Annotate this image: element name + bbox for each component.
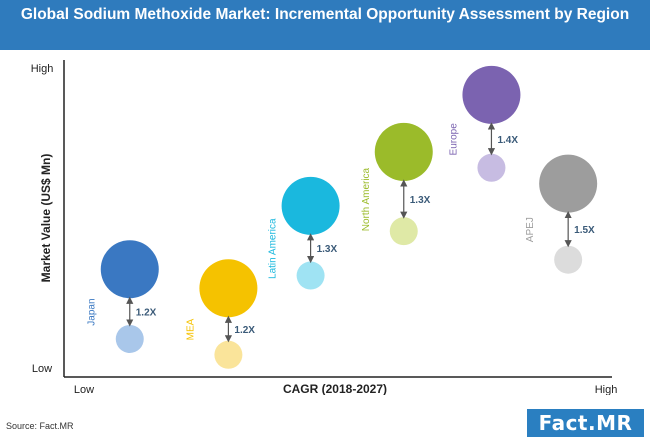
region-label-europe: Europe — [448, 123, 459, 156]
bubble-future-japan — [115, 324, 144, 353]
multiplier-label-mea: 1.2X — [234, 325, 255, 336]
bubble-current-latin-america — [281, 176, 340, 235]
bubble-current-apej — [539, 154, 598, 213]
y-tick-high: High — [31, 63, 54, 75]
bubble-future-apej — [554, 245, 583, 274]
y-axis-label: Market Value (US$ Mn) — [39, 154, 53, 283]
bubble-current-japan — [100, 240, 159, 299]
chart-title: Global Sodium Methoxide Market: Incremen… — [20, 6, 630, 23]
region-label-north-america: North America — [361, 167, 372, 231]
x-tick-high: High — [595, 384, 618, 395]
region-label-apej: APEJ — [525, 217, 536, 242]
factmr-logo: Fact.MR — [527, 409, 644, 437]
bubble-series: 1.2X Japan 1.2X MEA 1.3X Latin America 1.3X Nor… — [87, 65, 598, 369]
multiplier-label-latin-america: 1.3X — [317, 244, 338, 255]
bubble-current-mea — [199, 259, 258, 318]
bubble-future-europe — [477, 153, 506, 182]
multiplier-label-europe: 1.4X — [497, 135, 518, 146]
multiplier-label-north-america: 1.3X — [410, 195, 431, 206]
multiplier-label-apej: 1.5X — [574, 225, 595, 236]
region-label-latin-america: Latin America — [268, 218, 279, 279]
bubble-chart: High Low Low High CAGR (2018-2027) Marke… — [31, 60, 618, 395]
x-axis-label: CAGR (2018-2027) — [283, 382, 387, 395]
bubble-future-north-america — [389, 217, 418, 246]
bubble-future-mea — [214, 340, 243, 369]
bubble-current-europe — [462, 65, 521, 124]
region-label-mea: MEA — [185, 318, 196, 340]
multiplier-label-japan: 1.2X — [136, 308, 157, 319]
region-label-japan: Japan — [87, 298, 98, 325]
chart-title-banner: Global Sodium Methoxide Market: Incremen… — [0, 0, 650, 50]
x-tick-low: Low — [74, 384, 94, 395]
source-note: Source: Fact.MR — [6, 421, 74, 431]
bubble-future-latin-america — [296, 261, 325, 290]
bubble-current-north-america — [374, 122, 433, 181]
y-tick-low: Low — [32, 363, 52, 375]
